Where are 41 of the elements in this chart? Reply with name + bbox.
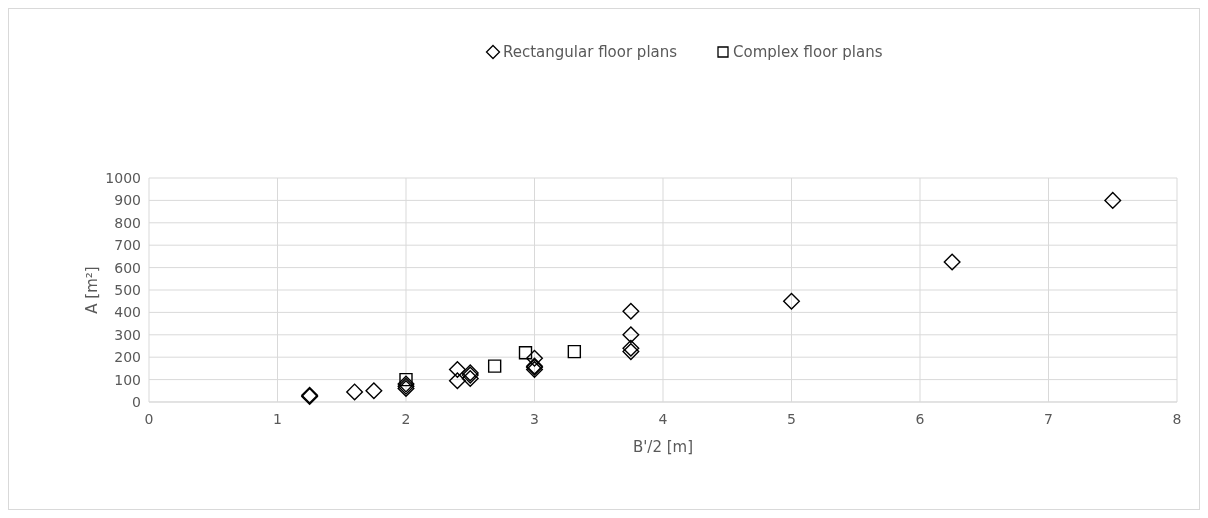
point [526, 349, 543, 367]
point [943, 253, 961, 271]
point [622, 302, 640, 320]
point [365, 382, 383, 400]
y-tick-label: 800 [114, 214, 141, 231]
y-tick-label: 0 [132, 393, 141, 410]
x-tick-label: 1 [273, 411, 282, 427]
point [526, 361, 543, 379]
point [622, 343, 640, 361]
x-tick-label: 7 [1044, 411, 1053, 427]
point [567, 344, 582, 359]
x-tick-label: 6 [915, 411, 925, 427]
y-tick-label: 100 [114, 371, 141, 388]
point [448, 372, 466, 390]
point [1104, 191, 1122, 209]
legend-label: Rectangular floor plans [503, 43, 678, 62]
x-axis-title: B'/2 [m] [632, 438, 694, 456]
x-tick-label: 3 [530, 411, 539, 427]
point [622, 339, 640, 357]
point [399, 372, 413, 387]
y-tick-label: 900 [114, 192, 141, 209]
legend-label: Complex floor plans [733, 43, 883, 62]
point [622, 326, 640, 344]
y-tick-label: 1000 [105, 169, 141, 186]
y-tick-label: 700 [114, 237, 141, 254]
x-tick-label: 2 [401, 411, 411, 427]
point [346, 383, 364, 401]
point [448, 361, 466, 379]
x-tick-label: 8 [1172, 411, 1182, 427]
y-tick-label: 600 [114, 259, 141, 276]
point [487, 359, 502, 373]
x-tick-label: 4 [658, 411, 668, 427]
point [518, 346, 533, 360]
x-tick-label: 5 [787, 411, 796, 427]
y-tick-label: 400 [114, 304, 141, 321]
y-tick-label: 500 [114, 281, 141, 298]
point [783, 292, 800, 310]
x-tick-label: 0 [144, 411, 154, 427]
y-tick-label: 200 [114, 349, 141, 366]
y-axis-title: A [m²] [83, 266, 101, 314]
y-tick-label: 300 [114, 326, 141, 343]
